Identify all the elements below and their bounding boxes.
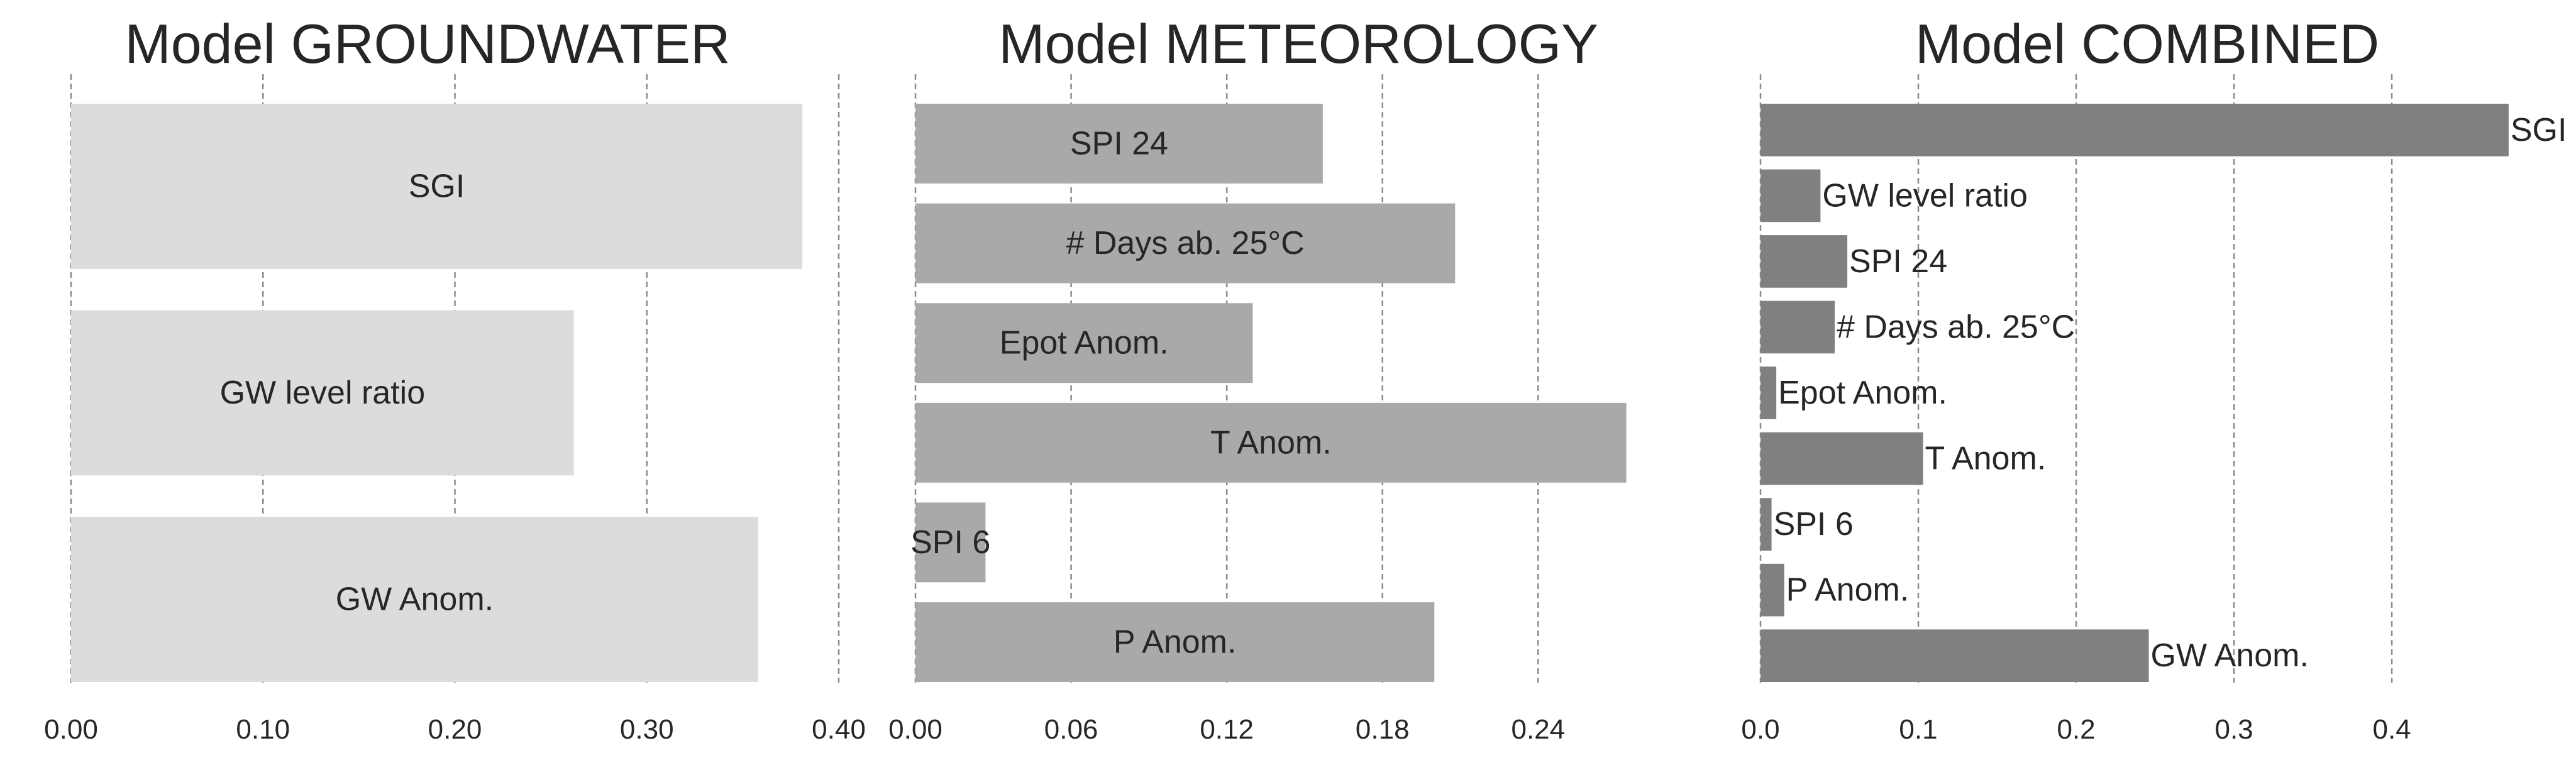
bar-label: T Anom.	[1210, 424, 1332, 461]
panel-title: Model METEOROLOGY	[998, 13, 1598, 75]
bar-label: SGI	[2511, 112, 2567, 148]
bar-spi-6	[915, 502, 986, 583]
x-tick-label: 0.10	[236, 714, 290, 745]
bar-gw-level-ratio	[71, 310, 574, 476]
x-tick-label: 0.24	[1511, 714, 1565, 745]
bar-label: SPI 6	[1774, 506, 1854, 542]
x-tick-label: 0.2	[2057, 714, 2095, 745]
x-tick-label: 0.40	[812, 714, 866, 745]
bar-p-anom	[1761, 563, 1784, 617]
chart-panel-2: Model METEOROLOGY 0.00 0.06 0.12 0.18 0.24 SPI…	[888, 13, 1627, 745]
bar-label: T Anom.	[1925, 441, 2047, 477]
bar-t-anom	[1761, 432, 1923, 485]
x-tick-label: 0.00	[44, 714, 98, 745]
bar-label: # Days ab. 25°C	[1837, 309, 2075, 345]
x-tick-label: 0.0	[1741, 714, 1779, 745]
bar-t-anom	[915, 402, 1627, 483]
bar-label: SPI 6	[910, 524, 990, 561]
bar-epot-anom	[1761, 366, 1777, 419]
bar-label: SPI 24	[1849, 243, 1947, 280]
x-tick-label: 0.1	[1899, 714, 1937, 745]
panel-title: Model GROUNDWATER	[124, 13, 730, 75]
x-tick-label: 0.3	[2214, 714, 2253, 745]
bar-label: GW Anom.	[2151, 637, 2309, 674]
bar-label: GW level ratio	[220, 375, 426, 411]
bar-spi-24	[915, 104, 1323, 184]
bar-label: # Days ab. 25°C	[1066, 225, 1305, 261]
x-tick-label: 0.12	[1200, 714, 1254, 745]
x-tick-label: 0.18	[1356, 714, 1410, 745]
x-tick-label: 0.06	[1044, 714, 1098, 745]
bar-gw-anom	[71, 517, 758, 682]
bar-label: GW level ratio	[1822, 177, 2028, 214]
bar-label: Epot Anom.	[1778, 375, 1947, 411]
bar-days-ab-25-c	[915, 203, 1456, 283]
bar-gw-level-ratio	[1761, 169, 1821, 223]
x-tick-label: 0.4	[2372, 714, 2411, 745]
bar-label: Epot Anom.	[1000, 325, 1169, 361]
bar-epot-anom	[915, 303, 1253, 383]
bar-p-anom	[915, 602, 1435, 682]
x-tick-label: 0.20	[428, 714, 482, 745]
bar-days-ab-25-c	[1761, 300, 1835, 354]
bar-label: SGI	[409, 168, 465, 204]
x-tick-label: 0.30	[620, 714, 674, 745]
panel-title: Model COMBINED	[1915, 13, 2379, 75]
bar-label: P Anom.	[1786, 572, 1910, 608]
bar-label: P Anom.	[1114, 624, 1237, 661]
bar-spi-24	[1761, 235, 1848, 288]
chart-panel-3: Model COMBINED 0.0 0.1 0.2 0.3 0.4 SGI GW level…	[1741, 13, 2567, 745]
chart-panel-1: Model GROUNDWATER 0.00 0.10 0.20 0.30 0.40 SGI…	[44, 13, 866, 745]
bar-gw-anom	[1761, 629, 2149, 682]
bar-sgi	[1761, 104, 2509, 157]
bar-sgi	[71, 104, 803, 269]
bar-label: GW Anom.	[336, 581, 494, 618]
bar-spi-6	[1761, 498, 1772, 551]
x-tick-label: 0.00	[888, 714, 943, 745]
bar-label: SPI 24	[1070, 125, 1168, 162]
